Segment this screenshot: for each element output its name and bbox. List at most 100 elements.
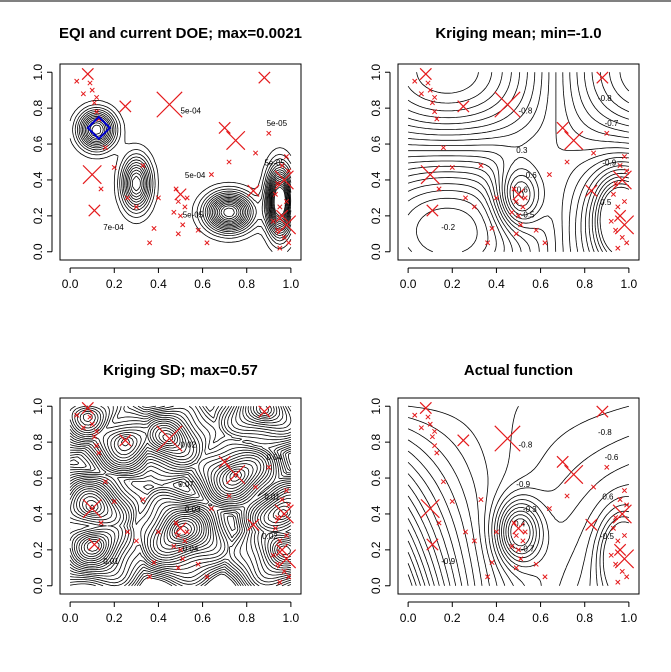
doe-point-marker xyxy=(412,412,418,418)
doe-point-marker xyxy=(272,525,278,531)
y-tick-label: 0.2 xyxy=(369,541,383,558)
x-tick-label: 0.6 xyxy=(194,277,211,291)
doe-point-marker xyxy=(281,234,287,240)
y-tick-label: 0.6 xyxy=(31,135,45,152)
contour-line xyxy=(505,510,629,586)
doe-point-marker xyxy=(436,186,442,192)
doe-point-marker xyxy=(184,529,190,535)
doe-point-marker xyxy=(596,405,609,418)
contour-line xyxy=(408,72,629,252)
doe-point-marker xyxy=(515,547,522,553)
contour-line xyxy=(69,406,292,579)
doe-point-marker xyxy=(546,172,552,178)
doe-point-marker xyxy=(151,225,157,231)
contour-line xyxy=(69,100,292,253)
doe-point-marker xyxy=(102,479,108,485)
doe-point-marker xyxy=(258,71,271,84)
doe-point-marker xyxy=(440,479,446,485)
contour-line xyxy=(80,112,292,237)
contour-label: 5e-05 xyxy=(267,119,288,128)
doe-point-marker xyxy=(124,529,131,535)
doe-point-marker xyxy=(94,94,100,100)
doe-point-marker xyxy=(182,538,188,544)
doe-point-marker xyxy=(621,532,628,539)
doe-point-marker xyxy=(286,240,292,246)
doe-point-marker xyxy=(281,568,287,574)
doe-point-marker xyxy=(177,213,184,219)
doe-point-marker xyxy=(96,450,102,456)
doe-point-marker xyxy=(522,529,528,535)
y-axis: 0.0 0.2 0.4 0.6 0.8 1.0 xyxy=(31,398,53,594)
doe-point-marker xyxy=(489,225,495,231)
doe-point-marker xyxy=(436,520,442,526)
contour-line xyxy=(599,186,630,253)
doe-point-marker xyxy=(98,186,104,192)
contour-line xyxy=(408,72,629,252)
doe-point-marker xyxy=(275,227,281,233)
doe-point-marker xyxy=(613,561,619,567)
doe-point-marker xyxy=(427,421,433,427)
doe-point-marker xyxy=(277,579,283,585)
chart-title: Actual function xyxy=(464,362,573,379)
contour-line xyxy=(408,72,629,252)
contour-line xyxy=(74,106,292,245)
x-tick-label: 1.0 xyxy=(621,611,638,625)
doe-point-marker xyxy=(434,116,440,122)
doe-point-marker xyxy=(74,412,80,418)
doe-point-marker xyxy=(518,556,524,562)
doe-point-marker xyxy=(478,497,484,503)
doe-point-marker xyxy=(226,464,246,485)
doe-point-marker xyxy=(180,222,186,228)
doe-point-marker xyxy=(512,522,525,535)
contour-label: -0.6 xyxy=(605,453,619,462)
y-tick-label: 1.0 xyxy=(369,398,383,415)
contour-line xyxy=(70,405,292,587)
contour-label: 7e-04 xyxy=(103,223,124,232)
doe-point-marker xyxy=(522,195,528,201)
doe-point-marker xyxy=(91,100,97,106)
y-tick-label: 0.4 xyxy=(369,505,383,522)
doe-point-marker xyxy=(247,518,260,531)
contour-label: -0.2 xyxy=(441,223,455,232)
doe-point-marker xyxy=(286,574,292,580)
contour-label: -0.8 xyxy=(519,107,533,116)
doe-point-marker xyxy=(614,215,635,235)
doe-point-marker xyxy=(613,227,619,233)
contour-line xyxy=(79,406,292,558)
contour-label: -0.6 xyxy=(523,171,537,180)
contour-line xyxy=(494,435,630,587)
contour-line xyxy=(407,72,630,252)
doe-point-marker xyxy=(147,574,153,580)
contour-label: 0.04 xyxy=(267,453,283,462)
doe-point-marker xyxy=(542,240,548,246)
doe-point-marker xyxy=(82,498,102,519)
y-axis: 0.0 0.2 0.4 0.6 0.8 1.0 xyxy=(31,64,53,260)
doe-point-marker xyxy=(613,209,627,222)
contour-label: 0.02 xyxy=(181,441,197,450)
doe-point-marker xyxy=(87,80,93,86)
contour-label: 0.5 xyxy=(600,198,612,207)
contour-line xyxy=(69,406,292,571)
doe-point-marker xyxy=(89,87,95,93)
contour-line xyxy=(407,462,463,586)
contour-label: 0.4 xyxy=(514,520,526,529)
x-tick-label: 0.8 xyxy=(576,611,593,625)
y-tick-label: 0.0 xyxy=(369,243,383,260)
contour-line xyxy=(408,72,629,252)
doe-point-marker xyxy=(81,401,94,415)
doe-point-marker xyxy=(420,164,440,185)
doe-point-marker xyxy=(226,159,232,165)
contour-label: -0.8 xyxy=(519,441,533,450)
y-tick-label: 0.8 xyxy=(31,99,45,116)
doe-point-marker xyxy=(621,488,628,494)
doe-point-marker xyxy=(277,204,283,210)
doe-point-marker xyxy=(619,234,625,240)
y-tick-label: 0.2 xyxy=(31,207,45,224)
doe-point-marker xyxy=(111,498,117,504)
doe-point-marker xyxy=(485,574,491,580)
doe-point-marker xyxy=(585,518,598,531)
doe-point-marker xyxy=(275,209,289,222)
contour-line xyxy=(407,473,457,586)
doe-point-marker xyxy=(81,67,94,81)
doe-point-marker xyxy=(156,425,183,452)
